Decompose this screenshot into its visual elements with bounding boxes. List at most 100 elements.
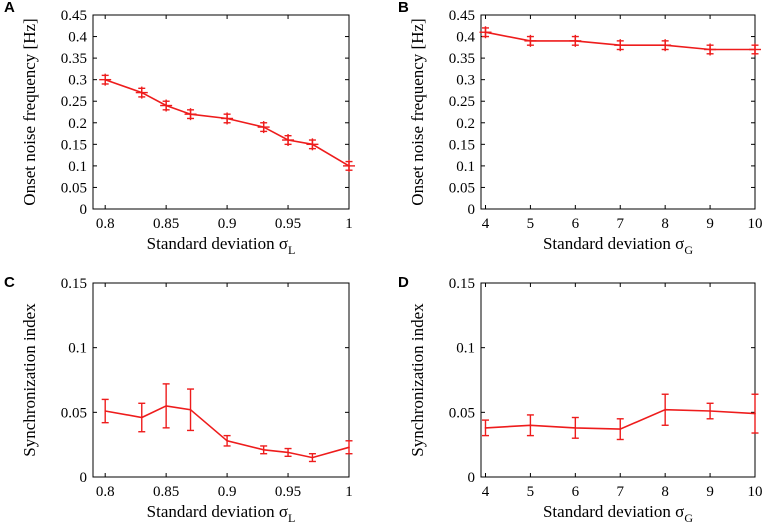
x-tick-label: 8 — [661, 216, 669, 232]
x-axis-label-subscript: G — [684, 243, 693, 257]
y-tick-label: 0.1 — [456, 341, 475, 357]
x-tick-label: 1 — [345, 484, 353, 500]
x-axis-label-subscript: L — [288, 511, 295, 525]
x-axis-label: Standard deviation σG — [543, 234, 693, 257]
x-tick-label: 5 — [527, 484, 535, 500]
data-point — [104, 410, 106, 412]
data-point — [574, 427, 577, 429]
x-axis-label-text: Standard deviation — [543, 502, 675, 521]
panel-label: B — [398, 0, 409, 16]
x-tick-label: 0.85 — [153, 484, 179, 500]
y-axis-label: Onset noise frequency [Hz] — [408, 18, 427, 205]
panel-d: D 0 0.05 0.1 0.15 4 5 6 7 8 9 10 Standard deviation … — [398, 274, 763, 525]
y-tick-label: 0 — [80, 470, 88, 486]
x-tick-label: 6 — [572, 484, 580, 500]
x-axis-label: Standard deviation σG — [543, 502, 693, 525]
y-tick-label: 0.15 — [61, 137, 87, 153]
y-axis-label: Synchronization index — [20, 303, 39, 457]
x-tick-label: 0.9 — [218, 216, 237, 232]
x-tick-label: 0.8 — [96, 484, 115, 500]
x-tick-label: 9 — [706, 484, 714, 500]
y-tick-label: 0.35 — [449, 51, 475, 67]
data-point — [165, 405, 167, 407]
x-axis-label: Standard deviation σL — [147, 502, 296, 525]
y-tick-label: 0.35 — [61, 51, 87, 67]
panel-label: C — [4, 274, 15, 291]
y-tick-label: 0.25 — [61, 94, 87, 110]
x-axis-label-symbol: σ — [279, 502, 288, 521]
x-tick-label: 0.85 — [153, 216, 179, 232]
x-axis-label-subscript: L — [288, 243, 295, 257]
x-axis-label: Standard deviation σL — [147, 234, 296, 257]
y-tick-label: 0.45 — [61, 8, 87, 24]
y-tick-label: 0.15 — [61, 276, 87, 292]
x-axis-label-symbol: σ — [675, 502, 684, 521]
x-axis-label-symbol: σ — [279, 234, 288, 253]
x-tick-label: 5 — [527, 216, 535, 232]
y-tick-label: 0.15 — [449, 276, 475, 292]
x-tick-label: 9 — [706, 216, 714, 232]
x-tick-label: 7 — [616, 484, 624, 500]
y-tick-label: 0.15 — [449, 137, 475, 153]
data-point — [348, 446, 350, 449]
data-point — [754, 412, 756, 415]
x-tick-label: 1 — [345, 216, 353, 232]
panel-c: C 0 0.05 0.1 0.15 0.8 0.85 0.9 0.95 1 Standard dev… — [4, 274, 353, 525]
y-tick-label: 0.05 — [61, 180, 87, 196]
data-point — [484, 427, 487, 429]
x-tick-label: 6 — [572, 216, 580, 232]
x-axis-label-text: Standard deviation — [147, 234, 279, 253]
y-tick-label: 0.05 — [449, 405, 475, 421]
y-axis-label: Onset noise frequency [Hz] — [20, 18, 39, 205]
plot-frame — [92, 14, 350, 210]
x-tick-label: 10 — [748, 216, 763, 232]
plot-frame — [480, 282, 756, 478]
panel-label: D — [398, 274, 409, 291]
x-tick-label: 0.8 — [96, 216, 115, 232]
y-tick-label: 0.05 — [449, 180, 475, 196]
x-axis-label-text: Standard deviation — [543, 234, 675, 253]
y-tick-label: 0.25 — [449, 94, 475, 110]
data-point — [226, 439, 228, 442]
x-tick-label: 0.95 — [275, 216, 301, 232]
plot-frame — [92, 282, 350, 478]
data-point — [709, 410, 711, 412]
y-tick-label: 0.1 — [68, 341, 87, 357]
y-tick-label: 0.05 — [61, 405, 87, 421]
y-tick-label: 0.2 — [68, 116, 87, 132]
data-point — [262, 449, 265, 451]
data-point — [664, 408, 666, 411]
x-axis-label-symbol: σ — [675, 234, 684, 253]
y-tick-label: 0 — [468, 470, 476, 486]
x-tick-label: 10 — [748, 484, 763, 500]
panel-b: B 0 0.05 0.1 0.15 0.2 0.25 0.3 0.35 0.4 0.45 4 5 6 7 8 9… — [398, 0, 763, 257]
x-axis-label-text: Standard deviation — [147, 502, 279, 521]
y-tick-label: 0.3 — [456, 73, 475, 89]
y-tick-label: 0.3 — [68, 73, 87, 89]
y-tick-label: 0.45 — [449, 8, 475, 24]
data-point — [529, 424, 532, 427]
data-point — [140, 416, 143, 419]
y-tick-label: 0.1 — [456, 159, 475, 175]
x-tick-label: 0.9 — [218, 484, 237, 500]
x-tick-label: 4 — [482, 484, 490, 500]
y-tick-label: 0.4 — [68, 30, 87, 46]
data-point — [287, 451, 289, 454]
data-point — [619, 428, 622, 430]
y-axis-label: Synchronization index — [408, 303, 427, 457]
y-tick-label: 0.1 — [68, 159, 87, 175]
x-tick-label: 0.95 — [275, 484, 301, 500]
x-axis-label-subscript: G — [684, 511, 693, 525]
x-tick-label: 7 — [616, 216, 624, 232]
data-point — [189, 408, 192, 411]
y-tick-label: 0.2 — [456, 116, 475, 132]
x-tick-label: 4 — [482, 216, 490, 232]
panel-a: A 0 0.05 0.1 0.15 0.2 0.25 0.3 0.35 0.4 0.45 0.8 0.8… — [4, 0, 355, 257]
x-tick-label: 8 — [661, 484, 669, 500]
plot-frame — [480, 14, 756, 210]
panel-label: A — [4, 0, 15, 16]
y-tick-label: 0 — [468, 202, 476, 218]
data-point — [311, 456, 314, 459]
y-tick-label: 0.4 — [456, 30, 475, 46]
